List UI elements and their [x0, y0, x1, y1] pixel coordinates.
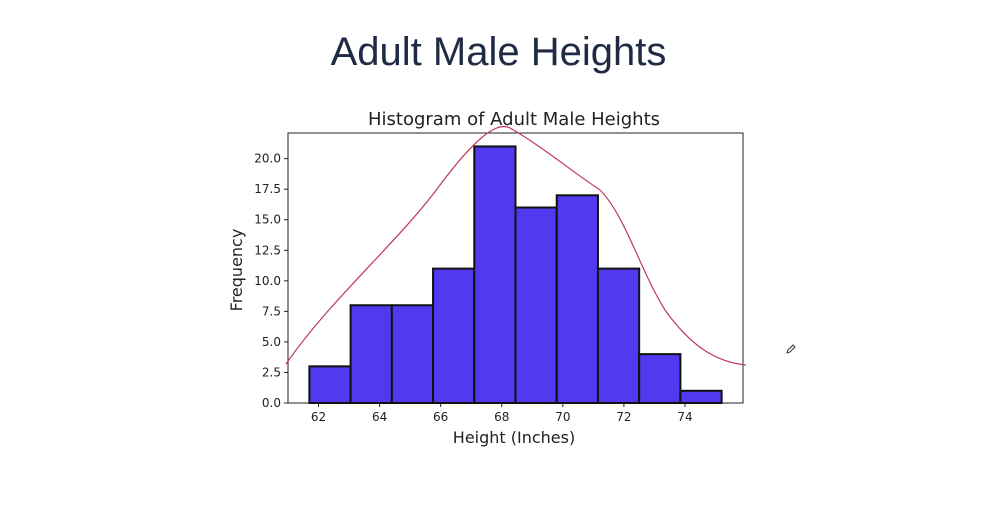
histogram-bar — [432, 267, 476, 405]
x-tick-label: 62 — [311, 410, 326, 424]
y-tick-label: 10.0 — [254, 274, 281, 288]
histogram-bar — [349, 304, 393, 405]
histogram-bar — [390, 304, 435, 405]
histogram-bar — [596, 267, 641, 405]
y-tick-label: 20.0 — [254, 152, 281, 166]
histogram-bar — [514, 206, 558, 404]
y-tick-label: 2.5 — [262, 365, 281, 379]
y-tick-label: 7.5 — [262, 304, 281, 318]
x-tick-label: 66 — [433, 410, 448, 424]
x-tick-label: 64 — [372, 410, 387, 424]
y-tick-label: 0.0 — [262, 396, 281, 410]
histogram-bar — [473, 145, 517, 405]
histogram-bar — [679, 389, 723, 405]
y-tick-label: 17.5 — [254, 182, 281, 196]
y-tick-label: 5.0 — [262, 335, 281, 349]
histogram-bar — [308, 365, 352, 405]
histogram-bar — [638, 353, 682, 405]
x-tick-label: 68 — [494, 410, 509, 424]
x-axis-label: Height (Inches) — [453, 428, 575, 447]
annotation-curve — [285, 126, 747, 366]
x-tick-label: 72 — [616, 410, 631, 424]
histogram-bar — [555, 194, 599, 404]
chart-title: Histogram of Adult Male Heights — [368, 109, 660, 130]
y-axis-label: Frequency — [227, 229, 246, 312]
pen-icon[interactable] — [786, 344, 796, 354]
x-tick-label: 70 — [555, 410, 570, 424]
x-tick-label: 74 — [677, 410, 692, 424]
plot-area: 62 64 66 68 70 72 74 0.0 2.5 5.0 7.5 10.0 12.5 15.0 17… — [254, 132, 744, 424]
y-tick-label: 12.5 — [254, 243, 281, 257]
slide-title: Adult Male Heights — [330, 30, 667, 74]
y-tick-label: 15.0 — [254, 213, 281, 227]
